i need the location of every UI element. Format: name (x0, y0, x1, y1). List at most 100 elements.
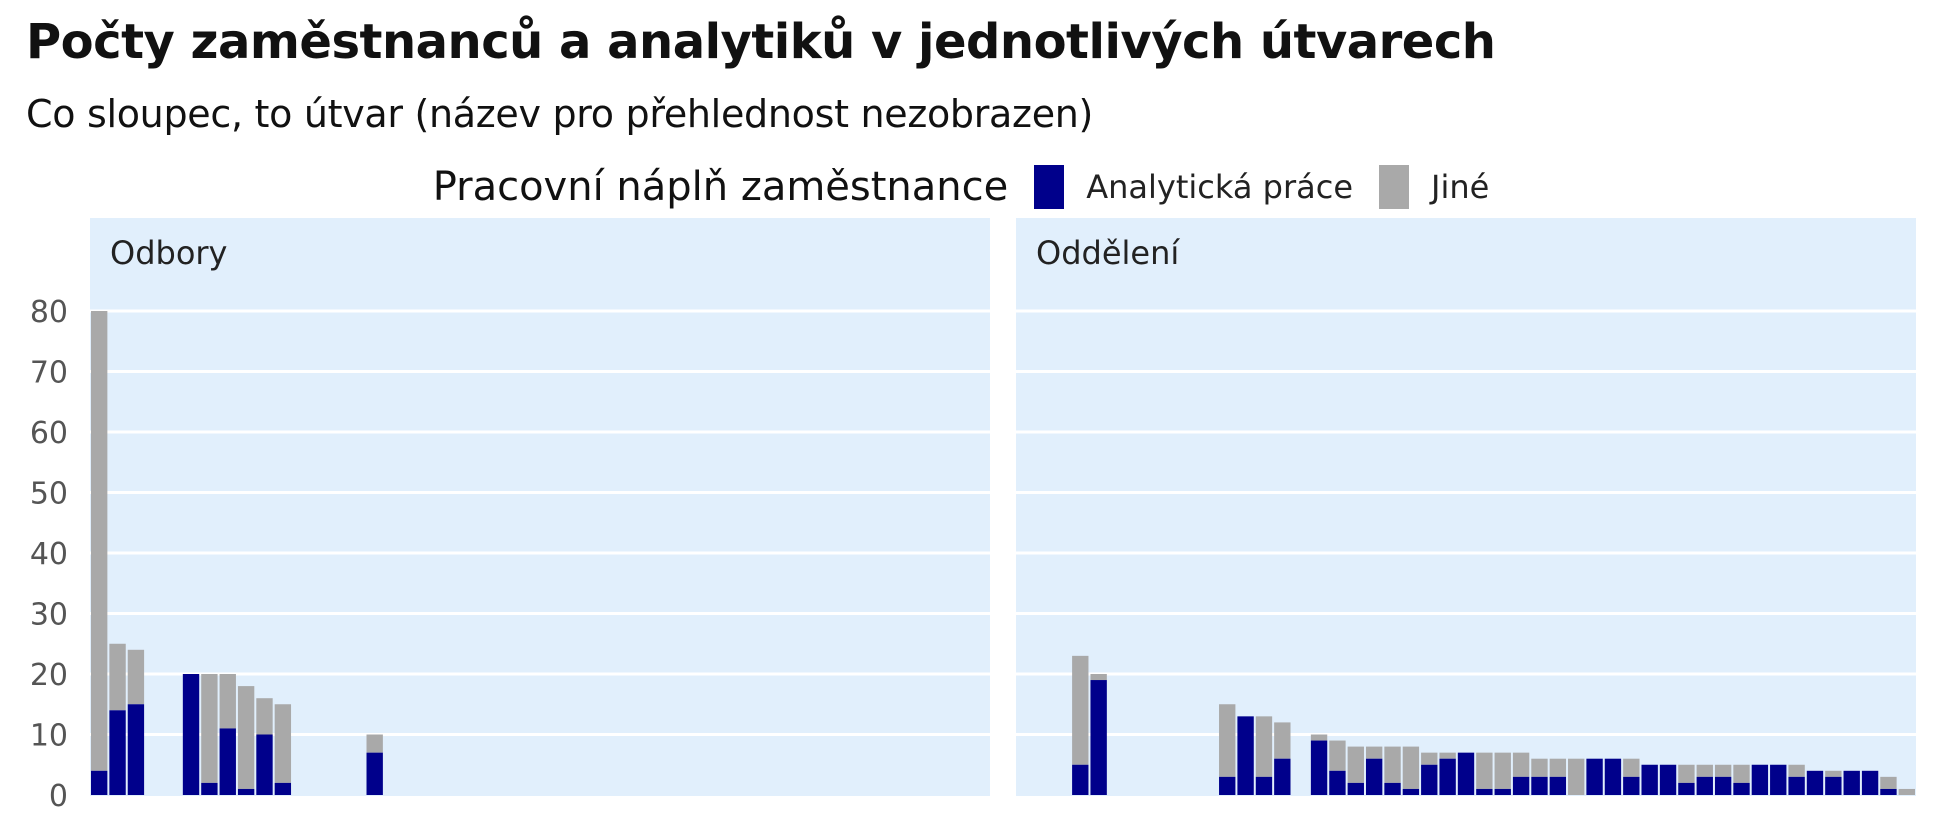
bar-segment-jine (127, 649, 145, 705)
bar-segment-jine (1439, 752, 1456, 759)
bar-segment-jine (1678, 764, 1695, 783)
bar-segment-analyticka-prace (201, 782, 218, 795)
bar-segment-analyticka-prace (1586, 758, 1603, 795)
bar-segment-jine (274, 704, 292, 783)
bar-segment-analyticka-prace (1274, 758, 1291, 795)
y-tick-label: 60 (30, 416, 68, 451)
bar-segment-analyticka-prace (274, 782, 292, 795)
legend-key-jine (1379, 165, 1409, 209)
panel-label: Oddělení (1036, 234, 1180, 272)
y-tick-label: 10 (30, 719, 68, 754)
bar-segment-analyticka-prace (1384, 782, 1401, 795)
bar-segment-analyticka-prace (1439, 758, 1456, 795)
bar-segment-jine (91, 311, 108, 771)
bar-segment-analyticka-prace (366, 752, 383, 795)
y-tick-label: 20 (30, 658, 68, 693)
bar-segment-analyticka-prace (1843, 770, 1860, 795)
bar-segment-jine (1880, 776, 1897, 789)
y-tick-label: 50 (30, 477, 68, 512)
bar-segment-jine (1421, 752, 1438, 765)
bar-segment-analyticka-prace (1880, 788, 1897, 795)
bar-segment-analyticka-prace (1365, 758, 1383, 795)
bar-segment-jine (1402, 746, 1420, 789)
bar-segment-analyticka-prace (1512, 776, 1530, 795)
bar-segment-jine (1090, 674, 1107, 681)
bar-segment-analyticka-prace (1788, 776, 1805, 795)
bar-segment-jine (1310, 734, 1328, 741)
bar-segment-jine (237, 686, 255, 789)
bar-segment-analyticka-prace (219, 728, 236, 795)
bar-segment-analyticka-prace (1329, 770, 1346, 795)
bar-segment-analyticka-prace (1310, 740, 1328, 795)
bar-segment-jine (1568, 758, 1585, 795)
bar-segment-jine (1384, 746, 1401, 783)
bar-segment-jine (1733, 764, 1750, 783)
bar-segment-analyticka-prace (1659, 764, 1677, 795)
bar-segment-jine (1898, 788, 1915, 795)
legend-title: Pracovní náplň zaměstnance (432, 164, 1009, 210)
bar-segment-jine (1531, 758, 1548, 777)
bar-segment-jine (1494, 752, 1511, 789)
bar-segment-analyticka-prace (237, 788, 255, 795)
y-tick-label: 70 (30, 356, 68, 391)
bar-segment-analyticka-prace (127, 704, 145, 795)
bar-segment-jine (1714, 764, 1732, 777)
bar-segment-jine (1549, 758, 1567, 777)
bar-segment-jine (1274, 722, 1291, 759)
y-tick-label: 40 (30, 537, 68, 572)
bar-segment-jine (219, 674, 236, 729)
bar-segment-jine (256, 698, 273, 735)
bar-segment-analyticka-prace (1219, 776, 1236, 795)
bar-segment-analyticka-prace (1255, 776, 1273, 795)
panel-background (1016, 218, 1916, 796)
bar-segment-analyticka-prace (1531, 776, 1548, 795)
bar-segment-jine (1329, 740, 1346, 771)
bar-segment-analyticka-prace (1402, 788, 1420, 795)
y-tick-label: 80 (30, 295, 68, 330)
legend-label-jine: Jiné (1431, 168, 1490, 206)
panel-label: Odbory (110, 234, 227, 272)
chart-title: Počty zaměstnanců a analytiků v jednotli… (26, 14, 1496, 70)
bar-segment-analyticka-prace (1421, 764, 1438, 795)
legend-label-analyticka-prace: Analytická práce (1086, 168, 1353, 206)
bar-segment-jine (109, 643, 126, 711)
bar-segment-jine (1512, 752, 1530, 777)
bar-segment-jine (1696, 764, 1713, 777)
bar-segment-analyticka-prace (1696, 776, 1713, 795)
y-tick-label: 30 (30, 598, 68, 633)
y-tick-label: 0 (49, 779, 68, 814)
bar-segment-jine (1623, 758, 1640, 777)
bar-segment-analyticka-prace (1641, 764, 1658, 795)
bar-segment-analyticka-prace (1476, 788, 1493, 795)
bar-segment-jine (1825, 770, 1842, 777)
bar-segment-jine (1347, 746, 1364, 783)
bar-segment-analyticka-prace (182, 674, 200, 795)
bar-segment-analyticka-prace (109, 710, 126, 795)
bar-segment-analyticka-prace (1623, 776, 1640, 795)
bar-segment-analyticka-prace (256, 734, 273, 795)
bar-segment-analyticka-prace (1861, 770, 1879, 795)
bar-segment-jine (1365, 746, 1383, 759)
bar-segment-analyticka-prace (1678, 782, 1695, 795)
bar-segment-jine (1072, 655, 1089, 765)
bar-segment-jine (1219, 704, 1236, 777)
bar-segment-jine (201, 674, 218, 783)
bar-segment-analyticka-prace (1806, 770, 1824, 795)
bar-segment-analyticka-prace (1457, 752, 1475, 795)
bar-segment-analyticka-prace (1549, 776, 1567, 795)
bar-segment-analyticka-prace (1072, 764, 1089, 795)
legend-key-analyticka-prace (1034, 165, 1065, 209)
bar-segment-analyticka-prace (1237, 716, 1254, 795)
bar-segment-analyticka-prace (1090, 680, 1107, 795)
bar-segment-analyticka-prace (1494, 788, 1511, 795)
bar-segment-analyticka-prace (1604, 758, 1622, 795)
bar-segment-analyticka-prace (1825, 776, 1842, 795)
bar-segment-jine (1788, 764, 1805, 777)
bar-segment-jine (1476, 752, 1493, 789)
bar-segment-analyticka-prace (1751, 764, 1769, 795)
chart-subtitle: Co sloupec, to útvar (název pro přehledn… (26, 92, 1094, 136)
bar-segment-analyticka-prace (1714, 776, 1732, 795)
bar-segment-analyticka-prace (1347, 782, 1364, 795)
bar-segment-jine (1255, 716, 1273, 777)
